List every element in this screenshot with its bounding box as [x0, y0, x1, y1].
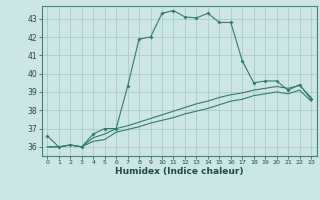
- X-axis label: Humidex (Indice chaleur): Humidex (Indice chaleur): [115, 167, 244, 176]
